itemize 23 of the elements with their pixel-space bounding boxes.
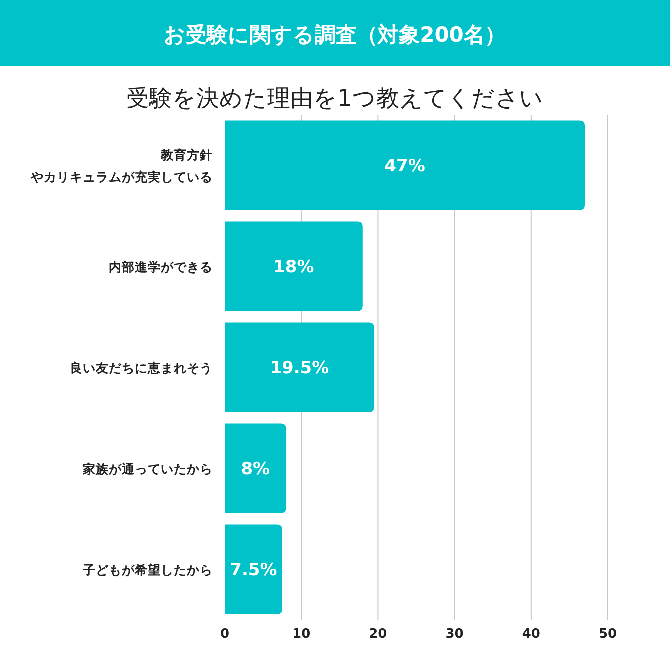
bar xyxy=(225,322,374,412)
y-tick-label: 教育方針やカリキュラムが充実している xyxy=(30,148,213,184)
bar xyxy=(225,120,586,210)
y-tick-label: 子どもが希望したから xyxy=(82,562,213,578)
y-tick-label: 内部進学ができる xyxy=(109,260,213,274)
y-tick-label: 良い友だちに恵まれそう xyxy=(70,360,213,376)
data-label: 19.5% xyxy=(270,358,330,378)
y-tick-label: 家族が通っていたから xyxy=(82,462,213,476)
bar xyxy=(225,222,363,312)
bar xyxy=(225,524,282,614)
chart-title: お受験に関する調査（対象200名） xyxy=(164,23,506,47)
x-tick-label: 20 xyxy=(369,627,388,642)
data-label: 18% xyxy=(274,258,314,278)
data-label: 47% xyxy=(384,156,426,176)
x-tick-label: 0 xyxy=(220,627,230,642)
data-label: 8% xyxy=(241,460,270,480)
chart-subtitle: 受験を決めた理由を1つ教えてください xyxy=(126,86,544,112)
x-tick-label: 10 xyxy=(292,627,311,642)
x-tick-label: 40 xyxy=(522,627,540,642)
data-label: 7.5% xyxy=(230,560,278,580)
x-tick-label: 50 xyxy=(598,627,618,642)
bar xyxy=(225,424,286,514)
x-tick-label: 30 xyxy=(446,627,464,642)
